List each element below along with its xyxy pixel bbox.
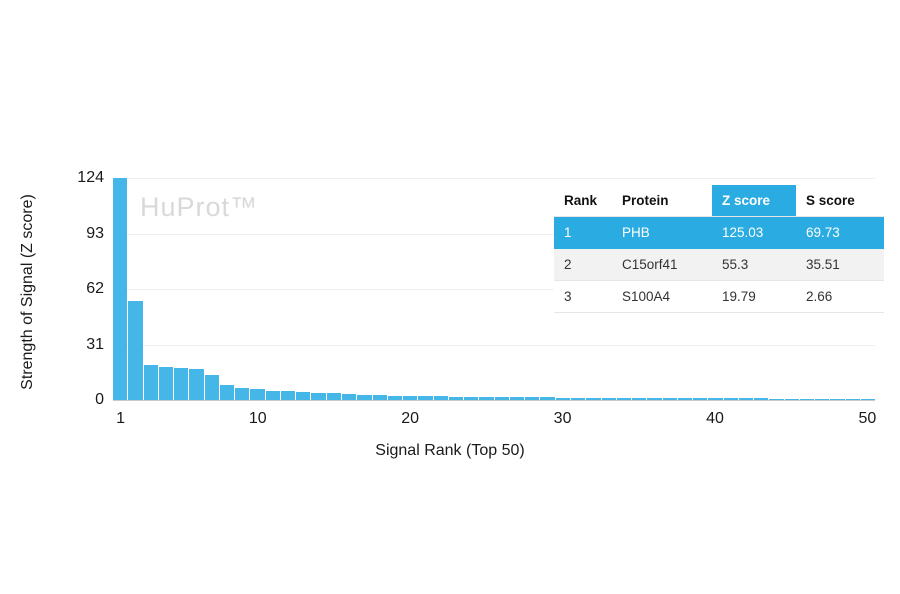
bar [265, 390, 280, 400]
bars [113, 178, 876, 400]
x-tick-label: 40 [706, 410, 724, 427]
bar [494, 397, 509, 400]
bar [479, 396, 494, 400]
cell-rank: 2 [554, 248, 612, 281]
header-rank: Rank [554, 185, 612, 217]
gridline [113, 178, 875, 179]
x-tick-label: 30 [553, 410, 572, 427]
huprot-watermark: HuProt™ [140, 192, 259, 222]
bar [448, 396, 464, 400]
cell-protein: S100A4 [612, 280, 712, 313]
bar [586, 397, 601, 400]
table-row: 2 C15orf41 55.3 35.51 [554, 248, 884, 281]
bar [830, 398, 845, 400]
bar [326, 393, 341, 400]
bar [708, 398, 723, 400]
x-tick-label: 10 [248, 410, 267, 427]
y-tick-label: 31 [86, 335, 104, 353]
bar [250, 389, 265, 400]
cell-rank: 1 [554, 216, 612, 249]
bar [662, 398, 677, 400]
bar [219, 385, 235, 400]
bar [693, 398, 708, 400]
x-axis-title: Signal Rank (Top 50) [375, 442, 525, 459]
y-tick-label: 0 [95, 391, 104, 408]
cell-s-score: 69.73 [796, 216, 884, 249]
bar [113, 178, 128, 400]
y-axis-title: Strength of Signal (Z score) [19, 194, 36, 390]
plot-area [113, 178, 876, 401]
bar [204, 375, 219, 400]
bar [616, 397, 632, 400]
bar [677, 398, 693, 400]
bar [723, 398, 738, 400]
bar [525, 397, 540, 400]
cell-protein: PHB [612, 216, 712, 249]
bar [799, 398, 815, 400]
header-z-score: Z score [712, 185, 796, 217]
cell-protein: C15orf41 [612, 248, 712, 281]
bar [143, 364, 158, 400]
bar [754, 398, 769, 400]
bar [738, 398, 754, 400]
header-s-score: S score [796, 185, 884, 217]
gridline [113, 233, 875, 235]
y-tick-label: 93 [86, 224, 104, 242]
table-row: 3 S100A4 19.79 2.66 [554, 280, 884, 313]
x-tick-label: 1 [116, 410, 126, 427]
x-tick-label: 20 [401, 410, 420, 427]
bar [158, 366, 174, 400]
bar [861, 398, 876, 400]
bar [784, 398, 799, 400]
bar [387, 395, 403, 400]
x-axis-ticks: 1 10 20 30 40 50 [113, 410, 877, 430]
y-tick-label: 62 [86, 280, 104, 297]
bar [769, 398, 784, 400]
bar [555, 397, 570, 400]
bar [341, 394, 357, 400]
gridline [113, 344, 875, 346]
bar [540, 397, 555, 400]
bar [601, 397, 616, 400]
bar [189, 369, 204, 400]
table-row: 1 PHB 125.03 69.73 [554, 216, 884, 249]
bar [174, 367, 189, 400]
bar [372, 395, 387, 400]
bar [235, 388, 250, 400]
bar [509, 397, 525, 400]
cell-rank: 3 [554, 280, 612, 313]
bar [815, 398, 830, 400]
bar [464, 396, 479, 400]
bar [433, 396, 448, 400]
bar [128, 301, 143, 400]
results-table: Rank Protein Z score S score 1 PHB 125.0… [554, 185, 884, 313]
gridline [113, 289, 875, 290]
bar [845, 398, 861, 400]
x-tick-label: 50 [858, 410, 877, 427]
table-header-row: Rank Protein Z score S score [554, 185, 884, 217]
bar [280, 391, 296, 400]
header-protein: Protein [612, 185, 712, 217]
bar [403, 395, 418, 400]
bar [647, 398, 662, 400]
bar [296, 391, 311, 400]
cell-z-score: 19.79 [712, 280, 796, 313]
cell-z-score: 125.03 [712, 216, 796, 249]
cell-z-score: 55.3 [712, 248, 796, 281]
bar [418, 396, 433, 400]
bar [632, 397, 647, 400]
bar [357, 394, 372, 400]
bar [311, 392, 326, 400]
bar [570, 397, 586, 400]
cell-s-score: 2.66 [796, 280, 884, 313]
cell-s-score: 35.51 [796, 248, 884, 281]
y-tick-label: 124 [77, 169, 104, 186]
